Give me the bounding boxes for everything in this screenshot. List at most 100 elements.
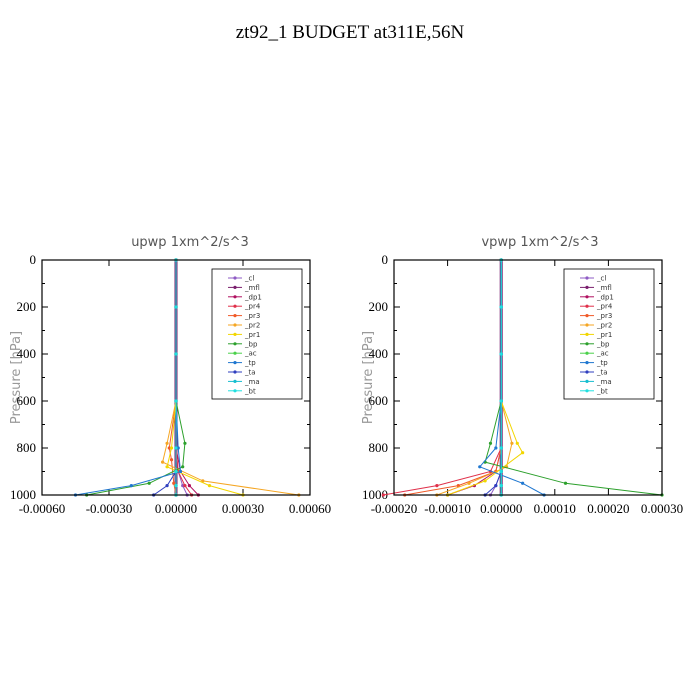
data-point-pr1 [521,451,525,455]
data-point-cl [181,484,185,488]
legend-label: _pr2 [596,322,612,330]
data-point-pr2 [165,441,169,445]
legend-label: _ma [244,378,260,386]
y-tick-label: 0 [382,252,389,267]
x-tick-label: -0.00030 [86,501,133,516]
data-point-bt [499,469,503,474]
data-point-bt [174,305,178,309]
legend-marker [585,295,589,299]
data-point-bp [183,441,187,445]
data-point-tp [178,469,183,474]
data-point-tp [176,446,180,450]
legend-label: _pr4 [596,303,613,311]
data-point-bp [488,441,493,445]
panel-title: upwp 1xm^2/s^3 [131,235,249,250]
data-point-bp [563,481,568,485]
legend-marker [233,285,237,289]
legend-label: _pr4 [244,303,261,311]
y-tick-label: 400 [17,346,37,361]
data-point-pr1 [207,484,212,488]
data-point-pr3 [169,458,174,462]
legend-marker [233,351,237,355]
legend-label: _ac [244,350,257,358]
plot-frame [41,259,311,496]
legend: _cl_mfl_dp1_pr4_pr3_pr2_pr1_bp_ac_tp_ta_… [211,268,303,400]
x-tick-label: 0.00060 [289,501,331,516]
legend-marker [233,389,237,393]
x-tick-label: 0.00000 [480,501,522,516]
legend-label: _mfl [596,284,612,292]
data-point-pr4 [183,484,187,488]
legend-label: _pr1 [244,331,260,339]
legend-label: _tp [596,359,608,367]
series-line-pr4 [383,260,502,496]
legend-label: _pr1 [596,331,612,339]
data-point-dp1 [187,484,191,488]
data-point-pr3 [172,481,176,485]
data-point-bt [499,305,503,309]
legend-marker [233,276,237,280]
legend-marker [585,276,589,280]
data-point-tp [129,484,133,488]
data-point-bt [499,352,503,356]
legend-label: _dp1 [244,293,262,301]
data-point-bt [174,446,178,450]
legend-marker [585,304,589,308]
data-point-pr1 [165,465,169,469]
legend-marker [585,370,589,374]
data-point-bt [499,446,503,450]
y-tick-label: 600 [17,393,37,408]
legend-label: _dp1 [596,293,614,301]
y-tick-label: 400 [369,346,389,361]
series-line-dp1 [447,260,502,496]
page-title: zt92_1 BUDGET at311E,56N [235,22,465,43]
legend-marker [233,314,237,318]
legend-marker [585,351,589,355]
data-point-pr1 [169,446,174,450]
legend-marker [233,295,237,299]
legend-marker [233,342,237,346]
data-point-bt [174,469,178,474]
data-point-bt [174,399,178,403]
legend-label: _bt [244,387,256,395]
legend-label: _bp [244,340,258,348]
data-point-bp [147,481,151,485]
legend-label: _cl [596,275,606,283]
data-point-pr4 [435,484,439,488]
data-point-pr1 [483,479,487,483]
x-tick-label: 0.00000 [155,501,197,516]
y-tick-label: 200 [369,299,389,314]
legend-label: _pr3 [596,312,612,320]
legend-label: _ac [596,350,609,358]
series-line-tp [75,260,182,496]
data-point-pr2 [161,460,165,464]
series-line-tp [478,260,545,496]
legend-marker [233,323,237,327]
data-point-tp [478,465,482,469]
legend-marker [233,332,237,336]
plot-frame [393,259,663,496]
series-line-cl [175,260,188,496]
legend-marker [585,332,589,336]
y-tick-label: 200 [17,299,37,314]
panel-title: vpwp 1xm^2/s^3 [481,235,598,250]
data-point-pr3 [167,446,171,450]
data-point-bt [499,484,503,488]
panel-1: upwp 1xm^2/s^3 Pressure [hPa] 0 200 400 600 80… [9,235,331,516]
y-tick-label: 1000 [10,487,36,502]
data-point-pr4 [381,493,385,497]
series-line-pr1 [447,260,524,496]
legend-marker [585,285,589,289]
data-point-tp [521,481,525,485]
data-point-pr2 [467,481,471,485]
x-tick-label: -0.00060 [19,501,66,516]
legend-label: _ta [244,369,256,377]
y-tick-label: 800 [17,440,37,455]
series-line-pr3 [404,260,502,496]
y-tick-label: 800 [369,440,389,455]
data-point-ta [165,484,169,488]
legend-marker [233,370,237,374]
legend-marker [585,323,589,327]
legend-box [563,268,655,400]
